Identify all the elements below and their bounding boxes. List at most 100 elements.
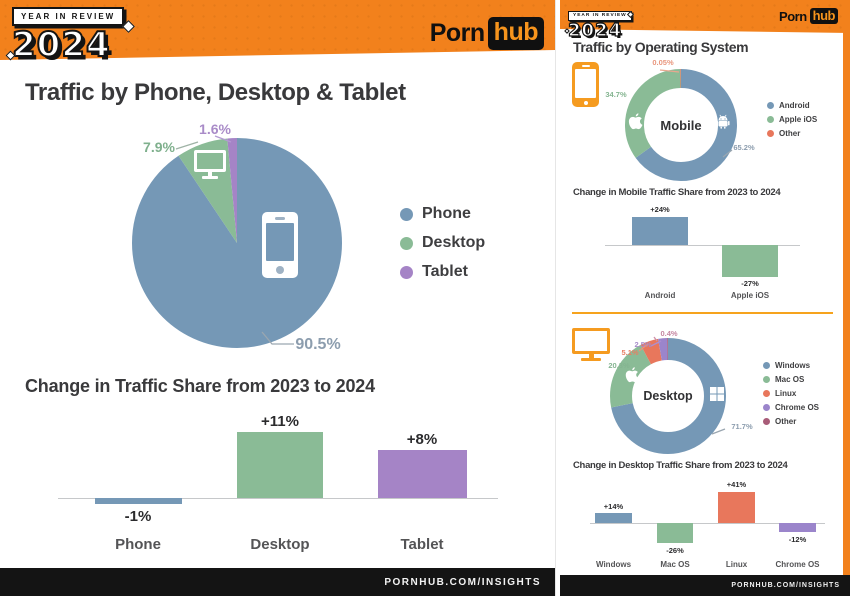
mobile-os-change-bar-chart: +24% -27% Android Apple iOS — [605, 203, 800, 303]
legend-item-linux: Linux — [763, 389, 819, 398]
value-label: -26% — [666, 546, 684, 555]
apple-logo-icon — [625, 367, 639, 383]
legend-item-ios: Apple iOS — [767, 115, 817, 124]
legend-dot — [400, 207, 413, 221]
smartphone-icon — [572, 62, 599, 107]
category-label: Desktop — [250, 536, 310, 553]
device-change-bar-chart: -1% +11% +8% Phone Desktop Tablet — [58, 400, 498, 553]
bar-phone — [95, 498, 182, 504]
leader-line — [214, 135, 232, 143]
right-header-band — [560, 0, 850, 33]
value-label: -1% — [124, 508, 152, 525]
left-page: YEAR IN REVIEW 2024 Porn hub Traffic by … — [0, 0, 556, 596]
category-label: Windows — [595, 560, 632, 569]
windows-logo-icon — [710, 387, 724, 401]
category-label: Chrome OS — [775, 560, 820, 569]
leader-line — [711, 428, 726, 435]
leader-line — [722, 149, 733, 158]
legend-label: Other — [779, 129, 801, 138]
bar-ios — [722, 245, 778, 277]
legend-item-tablet: Tablet — [400, 263, 485, 281]
pct-label-other: 0.05% — [652, 58, 674, 67]
logo-word-porn: Porn — [779, 8, 807, 24]
value-label: +14% — [603, 502, 624, 511]
bar-chromeos — [779, 523, 816, 532]
right-page: YEAR IN REVIEW 2024 Porn hub Traffic by … — [560, 0, 850, 596]
donut-center-label: Mobile — [660, 118, 702, 133]
value-label: +8% — [406, 431, 438, 448]
legend-dot — [767, 130, 774, 137]
legend-label: Windows — [775, 361, 811, 370]
category-label: Tablet — [400, 536, 444, 553]
legend-item-other: Other — [767, 129, 817, 138]
legend-item-android: Android — [767, 101, 817, 110]
bar-windows — [595, 512, 632, 523]
leader-line — [659, 69, 680, 73]
page-title: Traffic by Operating System — [573, 39, 749, 55]
pie-slice-Other — [610, 338, 726, 454]
desktop-os-legend: Windows Mac OS Linux Chrome OS Other — [763, 361, 819, 426]
pct-label-chromeos: 2.5% — [634, 340, 652, 349]
badge-kicker: YEAR IN REVIEW — [568, 10, 632, 21]
x-axis — [605, 244, 800, 246]
category-label: Mac OS — [660, 560, 690, 569]
section-title-mobile-change: Change in Mobile Traffic Share from 2023… — [573, 187, 781, 198]
pie-slice-Mac OS — [610, 338, 726, 454]
pct-label-tablet: 1.6% — [199, 121, 231, 137]
bar-android — [632, 216, 688, 245]
legend-dot — [400, 236, 413, 250]
legend-label: Desktop — [422, 234, 486, 251]
legend-label: Apple iOS — [779, 115, 818, 124]
leader-line — [261, 331, 294, 345]
pct-label-linux: 5.1% — [621, 348, 639, 357]
legend-dot — [400, 265, 413, 279]
legend-dot — [763, 362, 770, 369]
pct-label-windows: 71.7% — [731, 422, 753, 431]
year-in-review-badge: YEAR IN REVIEW 2024 — [5, 6, 135, 65]
legend-label: Phone — [422, 205, 471, 222]
value-label: +41% — [726, 480, 747, 489]
desktop-os-change-bar-chart: +14% -26% +41% -12% Windows Mac OS Linux… — [590, 476, 825, 576]
left-footer: PORNHUB.COM/INSIGHTS — [0, 568, 555, 596]
pornhub-logo: Porn hub — [779, 8, 838, 24]
legend-label: Tablet — [422, 263, 468, 280]
logo-word-hub: hub — [809, 8, 838, 24]
legend-label: Other — [775, 417, 797, 426]
pct-label-macos: 20.3% — [608, 361, 630, 370]
category-label: Apple iOS — [730, 291, 770, 300]
android-robot-icon — [716, 114, 730, 129]
legend-dot — [767, 102, 774, 109]
legend-label: Android — [779, 101, 810, 110]
legend-label: Chrome OS — [775, 403, 820, 412]
legend-dot — [763, 404, 770, 411]
apple-logo-icon — [628, 113, 643, 130]
footer-url: PORNHUB.COM/INSIGHTS — [731, 582, 840, 589]
bar-macos — [657, 523, 693, 543]
device-legend: Phone Desktop Tablet — [400, 205, 485, 281]
legend-label: Mac OS — [775, 375, 805, 384]
legend-dot — [763, 390, 770, 397]
right-footer: PORNHUB.COM/INSIGHTS — [560, 575, 850, 596]
legend-item-chromeos: Chrome OS — [763, 403, 819, 412]
pct-label-ios: 34.7% — [605, 90, 627, 99]
leader-line — [638, 343, 649, 352]
donut-center-label: Desktop — [643, 389, 693, 403]
monitor-icon — [194, 150, 226, 179]
badge-year: 2024 — [11, 25, 111, 65]
badge-kicker: YEAR IN REVIEW — [12, 7, 125, 26]
leader-line — [175, 141, 199, 150]
bar-linux — [718, 492, 755, 523]
legend-item-desktop: Desktop — [400, 234, 485, 252]
logo-word-porn: Porn — [429, 19, 485, 47]
pie-slice-Tablet — [132, 138, 342, 348]
value-label: -27% — [741, 279, 759, 288]
badge-year: 2024 — [567, 20, 623, 41]
value-label: +11% — [261, 413, 299, 430]
section-divider — [572, 312, 833, 314]
mobile-os-legend: Android Apple iOS Other — [767, 101, 817, 138]
footer-url: PORNHUB.COM/INSIGHTS — [384, 576, 541, 588]
pct-label-desktop: 7.9% — [143, 139, 175, 155]
legend-label: Linux — [775, 389, 797, 398]
x-axis — [590, 522, 825, 524]
